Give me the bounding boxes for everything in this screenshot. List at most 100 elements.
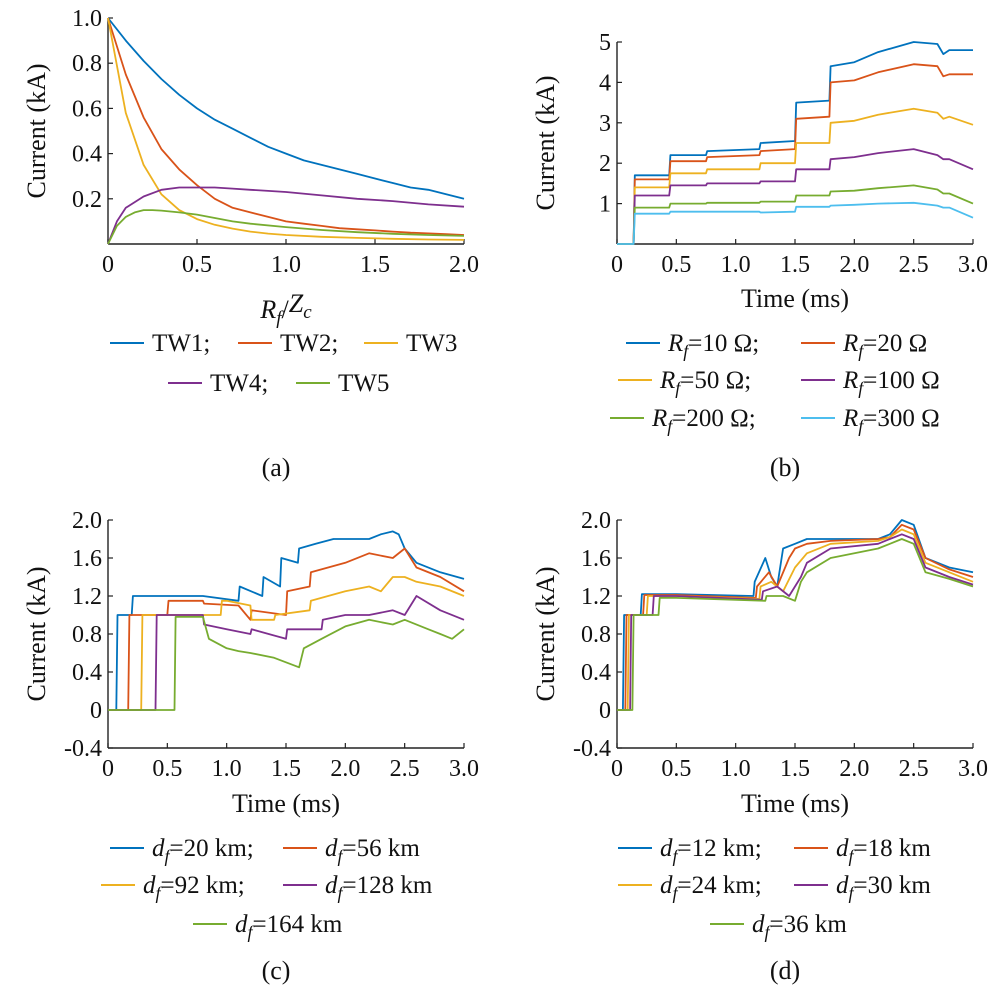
- y-tick-label: 0.4: [581, 660, 611, 686]
- x-tick-label: 2.5: [390, 756, 420, 782]
- series-line-d-4: [617, 533, 974, 711]
- x-tick-label: 0: [102, 252, 114, 278]
- x-axis-label: Time (ms): [741, 284, 849, 313]
- y-tick-label: 0.2: [72, 187, 102, 213]
- x-tick-label: 1.5: [271, 756, 301, 782]
- series-line-c-5: [108, 616, 465, 711]
- legend-entry-text: =20 Ω: [863, 330, 927, 357]
- y-axis-label: Current (kA): [531, 566, 560, 701]
- legend-entry-text: TW5: [338, 370, 389, 397]
- x-tick-label: 1.5: [780, 252, 810, 278]
- x-tick-label: 2.5: [899, 252, 929, 278]
- legend-a: TW1; TW2; TW3 TW4; TW5: [110, 330, 457, 397]
- y-tick-label: -0.4: [64, 736, 102, 762]
- series-line-d-3: [617, 528, 974, 711]
- legend-entry-label: TW2;: [280, 330, 338, 357]
- panel-caption: (a): [262, 453, 291, 482]
- legend-entry-label: df=92 km;: [143, 872, 245, 903]
- legend-entry-label: df=12 km;: [660, 835, 762, 866]
- series-line-c-4: [108, 595, 465, 711]
- y-tick-label: 1: [599, 192, 611, 218]
- series-line-b-6: [617, 201, 974, 245]
- legend-entry-label: TW3: [406, 330, 457, 357]
- legend-entry-text: TW1;: [152, 330, 210, 357]
- chart-panel-b: 0 0.5 1.0 1.5 2.0 2.5 3.0 1 2 3 4 5 Current (kA) Time…: [531, 30, 988, 482]
- x-tick-label: 1.5: [780, 756, 810, 782]
- chart-panel-a: 0 0.5 1.0 1.5 2.0 0.2 0.4 0.6 0.8 1.0 Current (kA)…: [22, 6, 479, 482]
- panel-caption: (d): [770, 956, 800, 985]
- series-line-d-1: [617, 519, 974, 711]
- legend-entry-label: Rf=200 Ω;: [651, 405, 756, 436]
- legend-entry-label: df=36 km: [752, 911, 847, 942]
- x-tick-label: 3.0: [449, 756, 479, 782]
- legend-entry-text: =36 km: [770, 911, 848, 938]
- x-axis-label: Time (ms): [741, 789, 849, 818]
- legend-entry-label: TW5: [338, 370, 389, 397]
- panel-caption: (c): [262, 956, 291, 985]
- y-tick-label: 5: [599, 30, 611, 56]
- x-axis-label: Time (ms): [232, 789, 340, 818]
- y-tick-label: -0.4: [573, 736, 611, 762]
- legend-entry-text: =18 km: [854, 835, 932, 862]
- x-tick-label: 0.5: [661, 756, 691, 782]
- legend-entry-text: =10 Ω;: [688, 330, 759, 357]
- series-line-a-4: [107, 186, 465, 245]
- series-line-a-2: [107, 17, 465, 236]
- y-tick-label: 1.2: [581, 584, 611, 610]
- legend-entry-text: =300 Ω: [863, 405, 939, 432]
- legend-c: df=20 km; df=56 km df=92 km; df=128 km df=16…: [101, 835, 433, 942]
- legend-entry-label: df=18 km: [836, 835, 931, 866]
- legend-entry-label: df=24 km;: [660, 872, 762, 903]
- y-axis-label: Current (kA): [22, 566, 51, 701]
- y-tick-label: 1.6: [581, 546, 611, 572]
- y-tick-label: 0.8: [72, 622, 102, 648]
- x-tick-label: 3.0: [958, 756, 988, 782]
- x-tick-label: 2.5: [899, 756, 929, 782]
- y-tick-label: 0: [599, 698, 611, 724]
- series-line-c-2: [108, 547, 465, 711]
- x-tick-label: 2.0: [839, 756, 869, 782]
- panel-caption: (b): [770, 453, 800, 482]
- chart-panel-d: 0 0.5 1.0 1.5 2.0 2.5 3.0-0.400.40.81.21.62.0C…: [531, 508, 988, 985]
- legend-entry-text: =128 km: [343, 872, 433, 899]
- series-line-a-5: [107, 209, 465, 245]
- y-tick-label: 1.0: [72, 6, 102, 32]
- y-tick-label: 0.6: [72, 96, 102, 122]
- legend-entry-label: Rf=50 Ω;: [659, 367, 751, 398]
- legend-entry-text: =164 km: [253, 911, 343, 938]
- x-tick-label: 0: [611, 252, 623, 278]
- series-line-b-4: [617, 148, 974, 245]
- x-tick-label: 3.0: [958, 252, 988, 278]
- legend-entry-text: =56 km: [343, 835, 421, 862]
- series-line-a-3: [107, 17, 465, 241]
- legend-entry-text: =12 km;: [678, 835, 762, 862]
- y-tick-label: 4: [599, 70, 611, 96]
- x-tick-label: 0.5: [182, 252, 212, 278]
- legend-entry-label: Rf=100 Ω: [842, 367, 940, 398]
- y-axis-label: Current (kA): [531, 75, 560, 210]
- x-tick-label: 0: [102, 756, 114, 782]
- y-tick-label: 2: [599, 151, 611, 177]
- x-tick-label: 0.5: [152, 756, 182, 782]
- y-tick-label: 1.6: [72, 546, 102, 572]
- x-tick-label: 0: [611, 756, 623, 782]
- y-tick-label: 0.8: [72, 51, 102, 77]
- legend-entry-text: TW3: [406, 330, 457, 357]
- legend-entry-text: TW4;: [210, 370, 268, 397]
- legend-entry-label: df=20 km;: [152, 835, 254, 866]
- series-line-c-3: [108, 576, 465, 711]
- x-tick-label: 2.0: [449, 252, 479, 278]
- series-line-b-3: [617, 107, 974, 245]
- series-line-d-5: [617, 538, 974, 711]
- legend-entry-label: df=128 km: [325, 872, 433, 903]
- legend-entry-label: df=164 km: [235, 911, 343, 942]
- x-axis-label: Rf/Zc: [259, 289, 312, 329]
- legend-entry-text: TW2;: [280, 330, 338, 357]
- legend-entry-label: TW4;: [210, 370, 268, 397]
- y-tick-label: 0.8: [581, 622, 611, 648]
- series-line-b-5: [617, 184, 974, 245]
- legend-entry-text: =24 km;: [678, 872, 762, 899]
- chart-panel-c: 0 0.5 1.0 1.5 2.0 2.5 3.0-0.400.40.81.21.62.0C…: [22, 508, 479, 985]
- series-line-a-1: [107, 17, 465, 200]
